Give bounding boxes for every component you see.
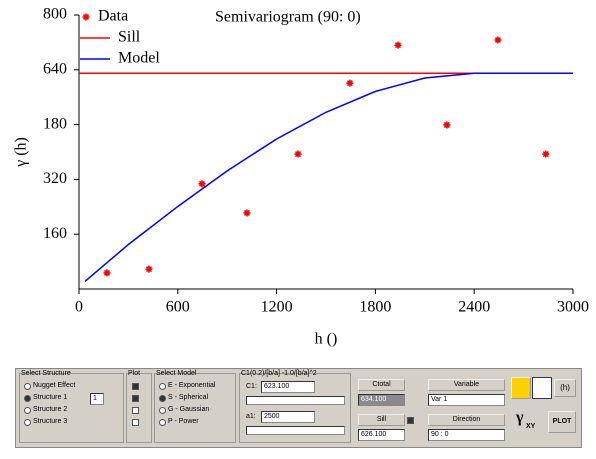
radio-label: P - Power — [168, 418, 199, 425]
h-button[interactable]: (h) — [554, 379, 576, 397]
radio[interactable] — [24, 395, 31, 402]
variable-select[interactable]: Var 1 — [428, 394, 505, 406]
control-panel: Select Structure Nugget Effect Structure… — [15, 368, 582, 448]
x-tick-label: 1800 — [359, 299, 391, 316]
y-tick-label: 640 — [43, 60, 67, 77]
model-group — [154, 373, 236, 443]
sill-field[interactable]: 626.100 — [358, 429, 405, 441]
radio[interactable] — [159, 407, 166, 414]
radio-label: S - Spherical — [168, 394, 209, 401]
legend-label: Data — [98, 8, 128, 25]
checkbox[interactable] — [132, 419, 139, 426]
radio-label: G - Gaussian — [168, 406, 210, 413]
gamma-sub: XY — [526, 423, 536, 430]
radio[interactable] — [159, 395, 166, 402]
group-title: Select Structure — [21, 370, 71, 377]
params-group — [239, 373, 351, 443]
group-title: Select Model — [156, 370, 197, 377]
x-axis-label: h () — [315, 331, 338, 348]
x-tick-label: 1200 — [261, 299, 293, 316]
structure-group — [19, 373, 124, 443]
checkbox[interactable] — [132, 395, 139, 402]
y-tick-label: 160 — [43, 225, 67, 242]
x-tick-label: 3000 — [557, 299, 589, 316]
y-tick-label: 800 — [43, 6, 67, 23]
field-label: a1: — [246, 413, 256, 420]
radio[interactable] — [159, 383, 166, 390]
data-point — [243, 209, 251, 217]
checkbox[interactable] — [132, 407, 139, 414]
data-point — [542, 150, 550, 158]
direction-select[interactable]: 90 : 0 — [428, 429, 505, 441]
radio-label: Structure 3 — [33, 418, 68, 425]
radio[interactable] — [159, 419, 166, 426]
chart-title: Semivariogram (90: 0) — [215, 9, 361, 26]
c1-slider[interactable] — [246, 396, 345, 405]
a1-slider[interactable] — [246, 426, 345, 435]
radio-label: Structure 1 — [33, 394, 68, 401]
gamma-icon[interactable]: γ — [516, 409, 524, 426]
y-tick-label: 320 — [43, 170, 67, 187]
group-title: Plot — [128, 370, 141, 377]
data-point — [198, 180, 206, 188]
direction-label: Direction — [428, 414, 505, 426]
data-point — [494, 36, 502, 44]
radio[interactable] — [24, 407, 31, 414]
radio-label: E - Exponential — [168, 382, 216, 389]
plot-group — [126, 373, 152, 443]
legend-label: Model — [118, 50, 160, 67]
radio[interactable] — [24, 419, 31, 426]
checkbox[interactable] — [407, 417, 414, 424]
data-point — [394, 41, 402, 49]
legend-marker — [82, 13, 90, 21]
c1-field[interactable]: 623.100 — [261, 381, 315, 393]
chart: Semivariogram (90: 0) h () γ (h) 160 320 1… — [13, 6, 589, 348]
sill-label: Sill — [358, 414, 405, 426]
data-point — [346, 79, 354, 87]
data-point — [103, 269, 111, 277]
x-tick-label: 2400 — [458, 299, 490, 316]
radio-label: Nugget Effect — [33, 382, 76, 389]
legend-label: Sill — [118, 29, 141, 46]
radio-label: Structure 2 — [33, 406, 68, 413]
data-point — [443, 121, 451, 129]
x-tick-label: 600 — [166, 299, 190, 316]
group-title: C1(0.2)/[b/a] -1.0/[b/a]^2 — [241, 370, 317, 377]
data-point — [145, 265, 153, 273]
y-axis-label: γ (h) — [13, 137, 30, 168]
a1-field[interactable]: 2500 — [261, 411, 315, 423]
x-tick-label: 0 — [75, 299, 83, 316]
data-point — [294, 150, 302, 158]
y-tick-label: 180 — [43, 115, 67, 132]
series-line — [84, 72, 573, 283]
variable-label: Variable — [428, 379, 505, 391]
structure-field[interactable]: 1 — [90, 393, 104, 405]
plot-button[interactable]: PLOT — [548, 411, 576, 433]
checkbox[interactable] — [132, 383, 139, 390]
chart-icon[interactable] — [511, 377, 531, 399]
ctotal-label: Ctotal — [358, 379, 405, 391]
radio[interactable] — [24, 383, 31, 390]
field-label: C1: — [246, 383, 257, 390]
grid-icon[interactable] — [532, 377, 552, 399]
ctotal-field: 634.100 — [358, 394, 405, 406]
